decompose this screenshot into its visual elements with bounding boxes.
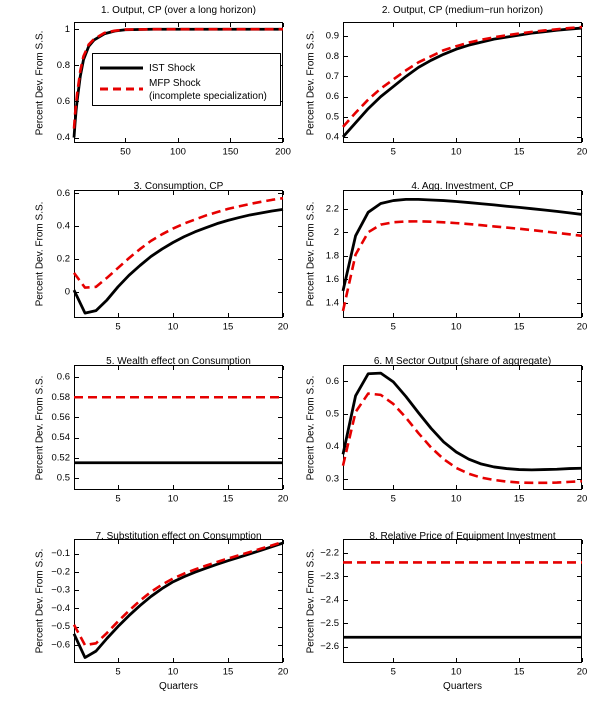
subplot-5-ylabel: Percent Dev. From S.S.: [34, 375, 46, 481]
subplot-6: 6. M Sector Output (share of aggregate) …: [300, 354, 600, 531]
subplot-8: 8. Relative Price of Equipment Investmen…: [300, 531, 600, 721]
subplot-2-plot-canvas: [300, 0, 600, 177]
subplot-3-plot-canvas: [0, 177, 300, 354]
subplot-5: 5. Wealth effect on Consumption Percent …: [0, 354, 300, 531]
subplot-2-title: 2. Output, CP (medium−run horizon): [381, 5, 544, 16]
subplot-4-ylabel: Percent Dev. From S.S.: [305, 201, 317, 307]
subplot-1: 1. Output, CP (over a long horizon) Perc…: [0, 0, 300, 177]
subplot-6-title: 6. M Sector Output (share of aggregate): [373, 356, 552, 367]
subplot-7: 7. Substitution effect on Consumption Pe…: [0, 531, 300, 721]
subplot-6-ylabel: Percent Dev. From S.S.: [305, 375, 317, 481]
subplot-4-plot-canvas: [300, 177, 600, 354]
subplot-8-ylabel: Percent Dev. From S.S.: [305, 548, 317, 654]
subplot-7-title: 7. Substitution effect on Consumption: [95, 531, 262, 542]
subplot-4: 4. Agg. Investment, CP Percent Dev. From…: [300, 177, 600, 354]
subplot-1-ylabel: Percent Dev. From S.S.: [34, 30, 46, 136]
subplot-5-plot-canvas: [0, 354, 300, 531]
subplot-7-xlabel: Quarters: [159, 681, 198, 692]
subplot-2: 2. Output, CP (medium−run horizon) Perce…: [300, 0, 600, 177]
subplot-4-title: 4. Agg. Investment, CP: [411, 181, 514, 192]
subplot-3-title: 3. Consumption, CP: [133, 181, 224, 192]
subplot-1-title: 1. Output, CP (over a long horizon): [101, 5, 256, 16]
subplot-8-plot-canvas: [300, 531, 600, 721]
subplot-5-title: 5. Wealth effect on Consumption: [106, 356, 251, 367]
subplot-1-plot-canvas: [0, 0, 300, 177]
subplot-6-plot-canvas: [300, 354, 600, 531]
subplot-7-ylabel: Percent Dev. From S.S.: [34, 548, 46, 654]
subplot-8-title: 8. Relative Price of Equipment Investmen…: [369, 531, 556, 542]
subplot-3: 3. Consumption, CP Percent Dev. From S.S…: [0, 177, 300, 354]
subplot-8-xlabel: Quarters: [443, 681, 482, 692]
subplot-2-ylabel: Percent Dev. From S.S.: [305, 30, 317, 136]
subplot-7-plot-canvas: [0, 531, 300, 721]
subplot-3-ylabel: Percent Dev. From S.S.: [34, 201, 46, 307]
